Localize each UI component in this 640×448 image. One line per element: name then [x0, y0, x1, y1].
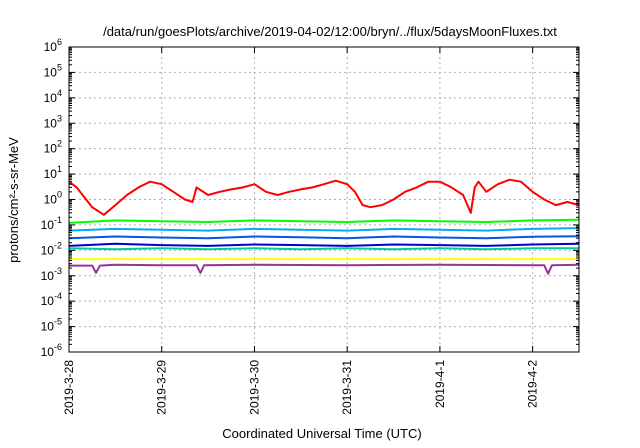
y-tick-label: 10-4 — [41, 291, 62, 308]
y-tick-label: 105 — [44, 62, 62, 79]
series-line-4 — [68, 235, 580, 240]
y-tick-labels: 10-6 10-5 10-4 10-3 10-2 10-1 100 101 102 103 104 1… — [41, 37, 62, 359]
x-tick-label: 2019-4-2 — [526, 360, 540, 408]
y-tick-label: 106 — [44, 37, 62, 54]
x-tick-label: 2019-3-31 — [340, 360, 354, 415]
x-tick-labels: 2019-3-28 2019-3-29 2019-3-30 2019-3-31 2019… — [62, 360, 540, 415]
y-tick-label: 104 — [44, 88, 62, 105]
series-line-3 — [68, 227, 580, 232]
y-tick-label: 102 — [44, 139, 62, 156]
series-layer — [68, 178, 580, 275]
chart-title: /data/run/goesPlots/archive/2019-04-02/1… — [103, 24, 557, 39]
y-tick-label: 101 — [44, 164, 62, 181]
y-axis-label: protons/cm²-s-sr-MeV — [6, 137, 21, 263]
series-line-6 — [68, 242, 580, 247]
y-tick-label: 10-6 — [41, 342, 62, 359]
x-tick-label: 2019-3-30 — [247, 360, 261, 415]
series-line-1 — [68, 178, 580, 216]
y-tick-label: 10-3 — [41, 266, 62, 283]
y-tick-label: 10-5 — [41, 317, 62, 334]
x-tick-label: 2019-3-28 — [62, 360, 76, 415]
y-tick-label: 10-1 — [41, 215, 62, 232]
ticks — [68, 46, 579, 353]
y-tick-label: 100 — [44, 190, 62, 207]
series-line-2 — [68, 218, 580, 224]
y-tick-label: 103 — [44, 113, 62, 130]
x-axis-label: Coordinated Universal Time (UTC) — [222, 426, 421, 441]
x-tick-label: 2019-3-29 — [155, 360, 169, 415]
x-tick-label: 2019-4-1 — [433, 360, 447, 408]
grid — [68, 47, 579, 352]
y-tick-label: 10-2 — [41, 240, 62, 257]
series-line-8 — [69, 263, 580, 275]
series-line-5 — [68, 247, 579, 251]
